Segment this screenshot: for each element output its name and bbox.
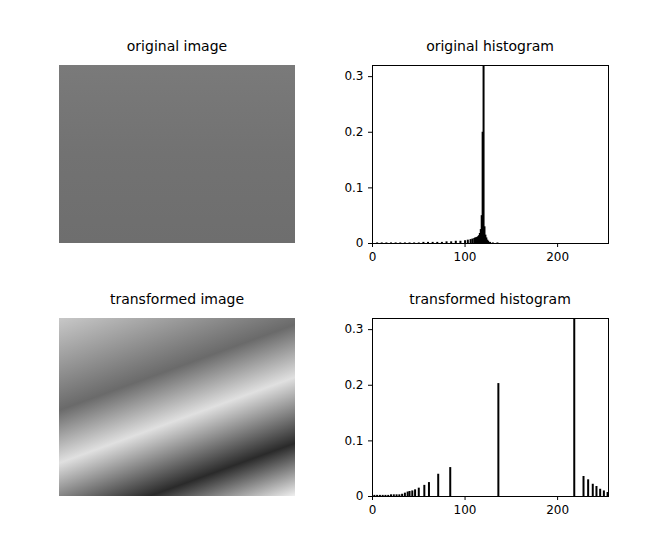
html-text:original image: original image (126, 38, 228, 54)
svg-text:100: 100 (454, 503, 477, 517)
svg-text:0: 0 (369, 503, 377, 517)
svg-text:0: 0 (369, 250, 377, 264)
svg-text:0.1: 0.1 (344, 434, 363, 448)
svg-text:0.2: 0.2 (344, 378, 363, 392)
svg-text:0.3: 0.3 (344, 69, 363, 83)
html-text:transformed histogram: transformed histogram (409, 291, 571, 307)
svg-text:0.1: 0.1 (344, 181, 363, 195)
html-text:original histogram: original histogram (426, 38, 554, 54)
svg-text:0: 0 (356, 236, 364, 250)
html-text:transformed image: transformed image (109, 291, 245, 307)
svg-text:0.2: 0.2 (344, 125, 363, 139)
svg-text:0: 0 (356, 489, 364, 503)
svg-text:0.3: 0.3 (344, 322, 363, 336)
svg-text:200: 200 (546, 250, 569, 264)
svg-text:200: 200 (546, 503, 569, 517)
svg-text:100: 100 (454, 250, 477, 264)
